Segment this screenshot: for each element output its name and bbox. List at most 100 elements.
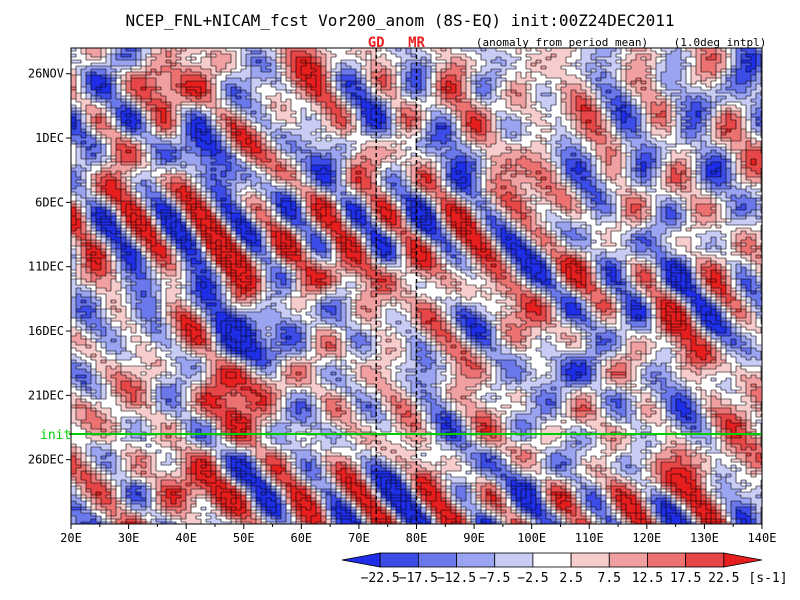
field-cell — [236, 126, 242, 130]
field-cell — [731, 54, 737, 58]
field-cell — [221, 108, 227, 112]
field-cell — [561, 138, 567, 142]
field-cell — [256, 141, 262, 145]
field-cell — [231, 132, 237, 136]
field-cell — [711, 51, 717, 55]
field-cell — [271, 132, 277, 136]
field-cell — [726, 96, 732, 100]
field-cell — [126, 141, 132, 145]
field-cell — [106, 93, 112, 97]
field-cell — [496, 51, 502, 55]
field-cell — [506, 129, 512, 133]
field-cell — [276, 78, 282, 82]
field-cell — [181, 99, 187, 103]
field-cell — [536, 87, 542, 91]
field-cell — [131, 96, 137, 100]
field-cell — [286, 162, 292, 166]
field-cell — [706, 162, 712, 166]
field-cell — [351, 87, 357, 91]
field-cell — [111, 75, 117, 79]
field-cell — [621, 135, 627, 139]
field-cell — [151, 117, 157, 121]
field-cell — [266, 105, 272, 109]
field-cell — [596, 66, 602, 70]
field-cell — [541, 105, 547, 109]
field-cell — [646, 54, 652, 58]
field-cell — [256, 138, 262, 142]
field-cell — [576, 171, 582, 175]
field-cell — [466, 126, 472, 130]
field-cell — [316, 168, 322, 172]
field-cell — [451, 66, 457, 70]
field-cell — [361, 90, 367, 94]
field-cell — [151, 96, 157, 100]
field-cell — [306, 96, 312, 100]
field-cell — [406, 48, 412, 52]
field-cell — [156, 96, 162, 100]
field-cell — [706, 120, 712, 124]
field-cell — [366, 51, 372, 55]
field-cell — [81, 102, 87, 106]
field-cell — [416, 171, 422, 175]
field-cell — [486, 138, 492, 142]
field-cell — [571, 102, 577, 106]
field-cell — [331, 147, 337, 151]
field-cell — [471, 135, 477, 139]
field-cell — [636, 162, 642, 166]
field-cell — [81, 135, 87, 139]
field-cell — [491, 159, 497, 163]
field-cell — [296, 75, 302, 79]
field-cell — [641, 117, 647, 121]
field-cell — [616, 153, 622, 157]
field-cell — [626, 93, 632, 97]
field-cell — [116, 117, 122, 121]
field-cell — [146, 141, 152, 145]
field-cell — [741, 48, 747, 52]
field-cell — [156, 138, 162, 142]
field-cell — [646, 96, 652, 100]
field-cell — [571, 63, 577, 67]
field-cell — [631, 135, 637, 139]
field-cell — [741, 93, 747, 97]
field-cell — [726, 78, 732, 82]
field-cell — [756, 48, 762, 52]
field-cell — [326, 117, 332, 121]
field-cell — [381, 54, 387, 58]
field-cell — [441, 162, 447, 166]
field-cell — [686, 63, 692, 67]
field-cell — [566, 114, 572, 118]
field-cell — [81, 144, 87, 148]
field-cell — [101, 144, 107, 148]
field-cell — [321, 111, 327, 115]
field-cell — [611, 63, 617, 67]
field-cell — [636, 72, 642, 76]
field-cell — [731, 78, 737, 82]
field-cell — [296, 147, 302, 151]
field-cell — [586, 93, 592, 97]
field-cell — [736, 159, 742, 163]
field-cell — [186, 81, 192, 85]
field-cell — [511, 162, 517, 166]
field-cell — [491, 138, 497, 142]
field-cell — [286, 165, 292, 169]
field-cell — [596, 105, 602, 109]
field-cell — [166, 156, 172, 160]
field-cell — [381, 75, 387, 79]
field-cell — [621, 105, 627, 109]
field-cell — [681, 87, 687, 91]
field-cell — [226, 156, 232, 160]
field-cell — [441, 168, 447, 172]
field-cell — [661, 129, 667, 133]
field-cell — [131, 165, 137, 169]
field-cell — [736, 87, 742, 91]
field-cell — [196, 84, 202, 88]
field-cell — [626, 87, 632, 91]
field-cell — [686, 84, 692, 88]
field-cell — [191, 126, 197, 130]
field-cell — [556, 162, 562, 166]
field-cell — [606, 150, 612, 154]
field-cell — [306, 66, 312, 70]
field-cell — [216, 114, 222, 118]
field-cell — [716, 51, 722, 55]
field-cell — [316, 72, 322, 76]
